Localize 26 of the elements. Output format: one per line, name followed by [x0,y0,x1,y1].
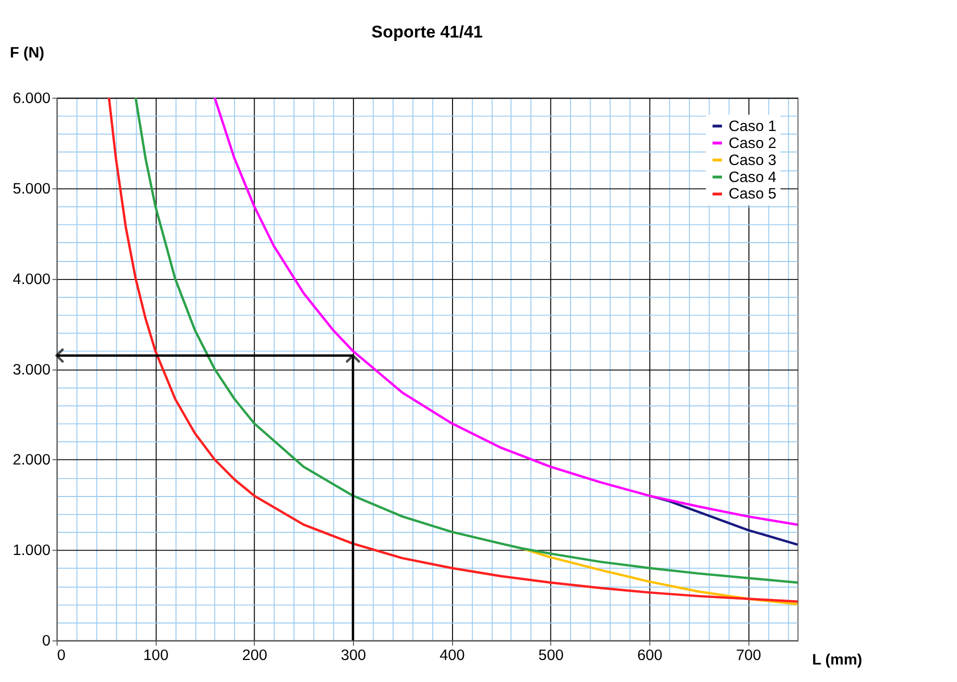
legend-label: Caso 3 [728,152,776,169]
line-series [214,98,798,526]
y-tick-label: 0 [42,632,50,650]
chart-title: Soporte 41/41 [371,22,483,42]
y-tick-label: 1.000 [12,542,50,560]
line-series [648,494,798,546]
y-tick-label: 3.000 [12,361,50,378]
legend-label: Caso 2 [728,134,776,152]
x-tick-label: 200 [242,646,268,664]
legend-label: Caso 4 [728,168,776,186]
y-axis-title: F (N) [10,44,44,62]
y-tick-label: 5.000 [12,180,50,198]
y-tick-label: 2.000 [12,452,50,469]
x-tick-label: 0 [57,646,66,664]
x-tick-label: 100 [143,646,168,664]
y-tick-label: 6.000 [12,90,50,107]
line-series [520,547,798,606]
y-tick-label: 4.000 [12,270,50,288]
x-tick-label: 600 [637,646,662,664]
x-tick-label: 400 [440,646,465,664]
legend-label: Caso 5 [728,186,776,203]
x-tick-label: 700 [736,646,762,664]
x-tick-label: 500 [538,646,564,664]
x-axis-title: L (mm) [812,652,862,668]
legend-label: Caso 1 [728,118,776,135]
x-tick-label: 300 [340,646,366,664]
